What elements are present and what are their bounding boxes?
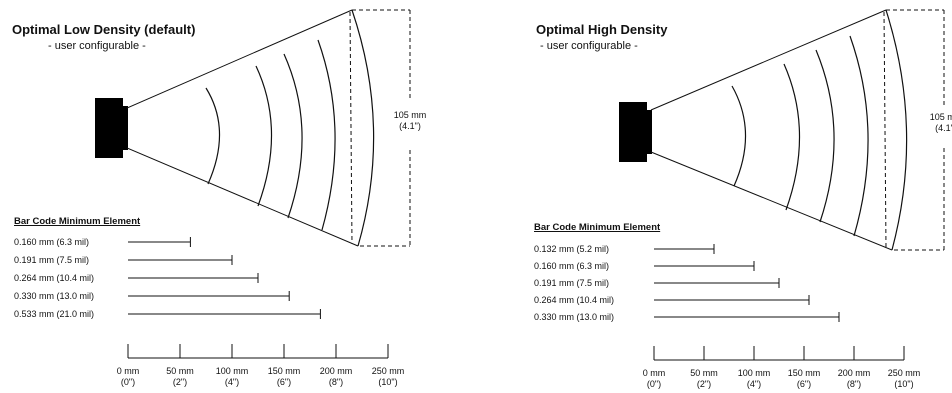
tick-label: 0 mm (0") [116, 366, 140, 387]
element-label: 0.264 mm (10.4 mil) [14, 273, 95, 283]
range-arc-outer [351, 9, 375, 247]
scanner-icon [95, 98, 123, 158]
scanner-icon [619, 102, 647, 162]
element-label: 0.264 mm (10.4 mil) [534, 295, 615, 305]
range-arc [317, 39, 336, 231]
tick-label: 200 mm (8") [837, 368, 871, 389]
scanner-window-icon [120, 106, 128, 150]
field-height-guide [349, 11, 353, 245]
element-label: 0.191 mm (7.5 mil) [14, 255, 90, 265]
beam-lower-edge [650, 151, 893, 251]
range-arc [205, 87, 221, 185]
tick-label: 200 mm (8") [319, 366, 353, 387]
beam-lower-edge [126, 147, 359, 247]
range-scale [127, 237, 389, 359]
range-arc [731, 85, 747, 187]
tick-label: 250 mm (10") [887, 368, 921, 389]
panel-title: Optimal Low Density (default) [12, 22, 196, 37]
range-scale [653, 244, 905, 361]
scanner-window-icon [644, 110, 652, 154]
element-label: 0.160 mm (6.3 mil) [14, 237, 90, 247]
tick-label: 150 mm (6") [787, 368, 821, 389]
beam-upper-edge [650, 9, 887, 111]
field-height-label: 105 mm (4.1") [929, 112, 952, 133]
range-arc [815, 49, 835, 223]
scan-field-diagram [95, 9, 411, 247]
tick-label: 0 mm (0") [642, 368, 666, 389]
left-panel: Optimal Low Density (default) - user con… [12, 9, 427, 387]
panel-title: Optimal High Density [536, 22, 668, 37]
element-label: 0.330 mm (13.0 mil) [14, 291, 95, 301]
tick-label: 100 mm (4") [215, 366, 249, 387]
element-label: 0.160 mm (6.3 mil) [534, 261, 610, 271]
tick-label: 250 mm (10") [371, 366, 405, 387]
element-label: 0.191 mm (7.5 mil) [534, 278, 610, 288]
tick-label: 100 mm (4") [737, 368, 771, 389]
range-arc [849, 35, 869, 237]
tick-label: 50 mm (2") [690, 368, 718, 389]
section-heading: Bar Code Minimum Element [14, 216, 141, 227]
tick-label: 50 mm (2") [166, 366, 194, 387]
tick-label: 150 mm (6") [267, 366, 301, 387]
field-height-guide [883, 11, 887, 249]
panel-subtitle: - user configurable - [48, 40, 146, 52]
right-panel: Optimal High Density - user configurable… [520, 0, 952, 393]
section-heading: Bar Code Minimum Element [534, 222, 661, 233]
range-arc-outer [885, 9, 908, 251]
range-arc [255, 65, 273, 207]
field-height-label: 105 mm (4.1") [393, 110, 427, 131]
element-label: 0.533 mm (21.0 mil) [14, 309, 95, 319]
scan-field-diagram [619, 9, 945, 251]
element-label: 0.330 mm (13.0 mil) [534, 312, 615, 322]
element-label: 0.132 mm (5.2 mil) [534, 244, 610, 254]
range-arc [283, 53, 303, 219]
panel-subtitle: - user configurable - [540, 40, 638, 52]
range-arc [783, 63, 801, 211]
beam-upper-edge [126, 9, 353, 109]
